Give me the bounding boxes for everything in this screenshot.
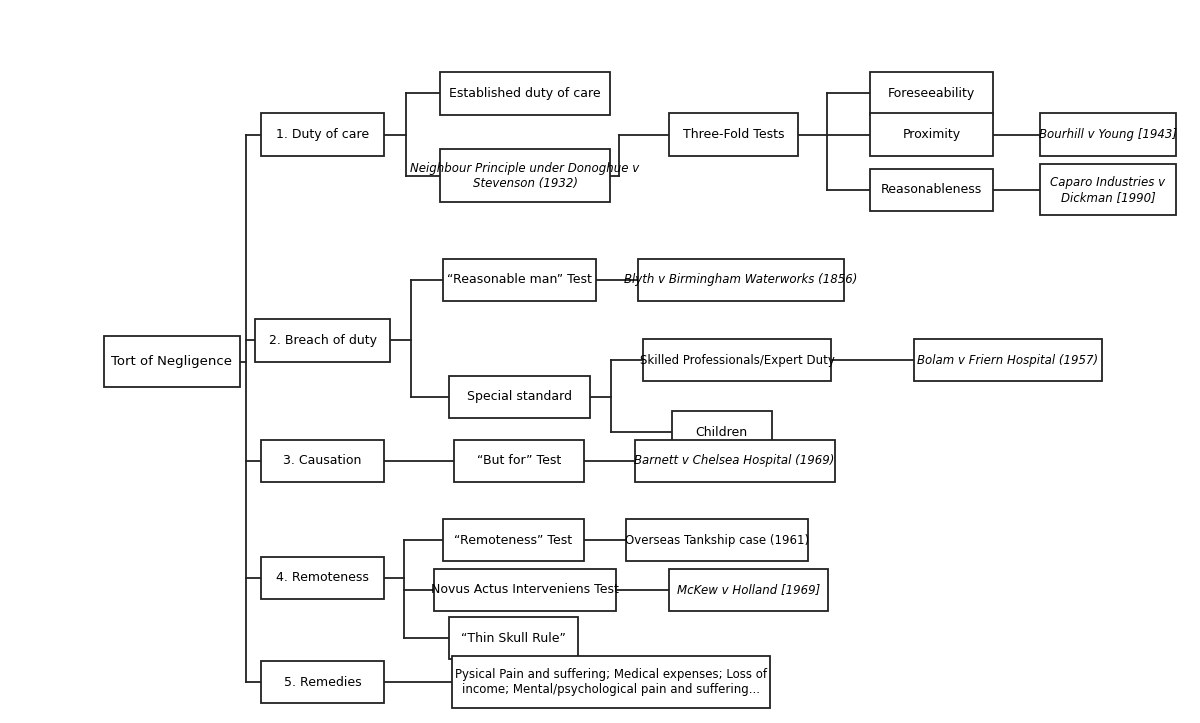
- FancyBboxPatch shape: [260, 661, 384, 703]
- Text: Skilled Professionals/Expert Duty: Skilled Professionals/Expert Duty: [640, 354, 834, 367]
- Text: Overseas Tankship case (1961): Overseas Tankship case (1961): [625, 534, 809, 547]
- FancyBboxPatch shape: [672, 411, 772, 454]
- Text: Blyth v Birmingham Waterworks (1856): Blyth v Birmingham Waterworks (1856): [624, 273, 857, 286]
- FancyBboxPatch shape: [104, 336, 240, 387]
- FancyBboxPatch shape: [870, 168, 994, 211]
- Text: “But for” Test: “But for” Test: [478, 454, 562, 467]
- Text: Special standard: Special standard: [467, 390, 571, 403]
- FancyBboxPatch shape: [434, 568, 617, 611]
- Text: 3. Causation: 3. Causation: [283, 454, 361, 467]
- Text: Caparo Industries v
Dickman [1990]: Caparo Industries v Dickman [1990]: [1050, 176, 1165, 204]
- Text: Established duty of care: Established duty of care: [449, 87, 601, 100]
- FancyBboxPatch shape: [635, 440, 835, 482]
- FancyBboxPatch shape: [443, 519, 584, 562]
- Text: Children: Children: [696, 426, 748, 439]
- Text: “Reasonable man” Test: “Reasonable man” Test: [446, 273, 592, 286]
- Text: McKew v Holland [1969]: McKew v Holland [1969]: [677, 583, 821, 596]
- Text: Proximity: Proximity: [902, 128, 960, 141]
- Text: 2. Breach of duty: 2. Breach of duty: [269, 334, 377, 347]
- Text: Tort of Negligence: Tort of Negligence: [112, 355, 233, 368]
- FancyBboxPatch shape: [439, 149, 611, 202]
- FancyBboxPatch shape: [643, 339, 832, 381]
- FancyBboxPatch shape: [455, 440, 584, 482]
- Text: Bourhill v Young [1943]: Bourhill v Young [1943]: [1039, 128, 1177, 141]
- FancyBboxPatch shape: [260, 440, 384, 482]
- FancyBboxPatch shape: [1040, 164, 1176, 215]
- FancyBboxPatch shape: [260, 557, 384, 599]
- FancyBboxPatch shape: [625, 519, 809, 562]
- FancyBboxPatch shape: [913, 339, 1102, 381]
- FancyBboxPatch shape: [870, 72, 994, 115]
- FancyBboxPatch shape: [254, 319, 390, 362]
- FancyBboxPatch shape: [449, 376, 590, 418]
- Text: “Thin Skull Rule”: “Thin Skull Rule”: [461, 632, 565, 644]
- Text: 4. Remoteness: 4. Remoteness: [276, 571, 368, 584]
- FancyBboxPatch shape: [449, 617, 578, 659]
- Text: Three-Fold Tests: Three-Fold Tests: [683, 128, 785, 141]
- Text: Reasonableness: Reasonableness: [881, 184, 982, 197]
- FancyBboxPatch shape: [670, 568, 828, 611]
- Text: “Remoteness” Test: “Remoteness” Test: [455, 534, 572, 547]
- FancyBboxPatch shape: [443, 259, 595, 301]
- Text: 5. Remedies: 5. Remedies: [283, 675, 361, 688]
- FancyBboxPatch shape: [870, 114, 994, 156]
- Text: Barnett v Chelsea Hospital (1969): Barnett v Chelsea Hospital (1969): [635, 454, 835, 467]
- Text: Novus Actus Interveniens Test: Novus Actus Interveniens Test: [431, 583, 619, 596]
- Text: Pysical Pain and suffering; Medical expenses; Loss of
income; Mental/psychologic: Pysical Pain and suffering; Medical expe…: [455, 668, 767, 696]
- FancyBboxPatch shape: [637, 259, 844, 301]
- FancyBboxPatch shape: [452, 656, 770, 708]
- Text: Bolam v Friern Hospital (1957): Bolam v Friern Hospital (1957): [917, 354, 1098, 367]
- FancyBboxPatch shape: [668, 114, 798, 156]
- FancyBboxPatch shape: [439, 72, 611, 115]
- FancyBboxPatch shape: [260, 114, 384, 156]
- Text: 1. Duty of care: 1. Duty of care: [276, 128, 370, 141]
- Text: Neighbour Principle under Donoghue v
Stevenson (1932): Neighbour Principle under Donoghue v Ste…: [410, 162, 640, 189]
- Text: Foreseeability: Foreseeability: [888, 87, 974, 100]
- FancyBboxPatch shape: [1040, 114, 1176, 156]
